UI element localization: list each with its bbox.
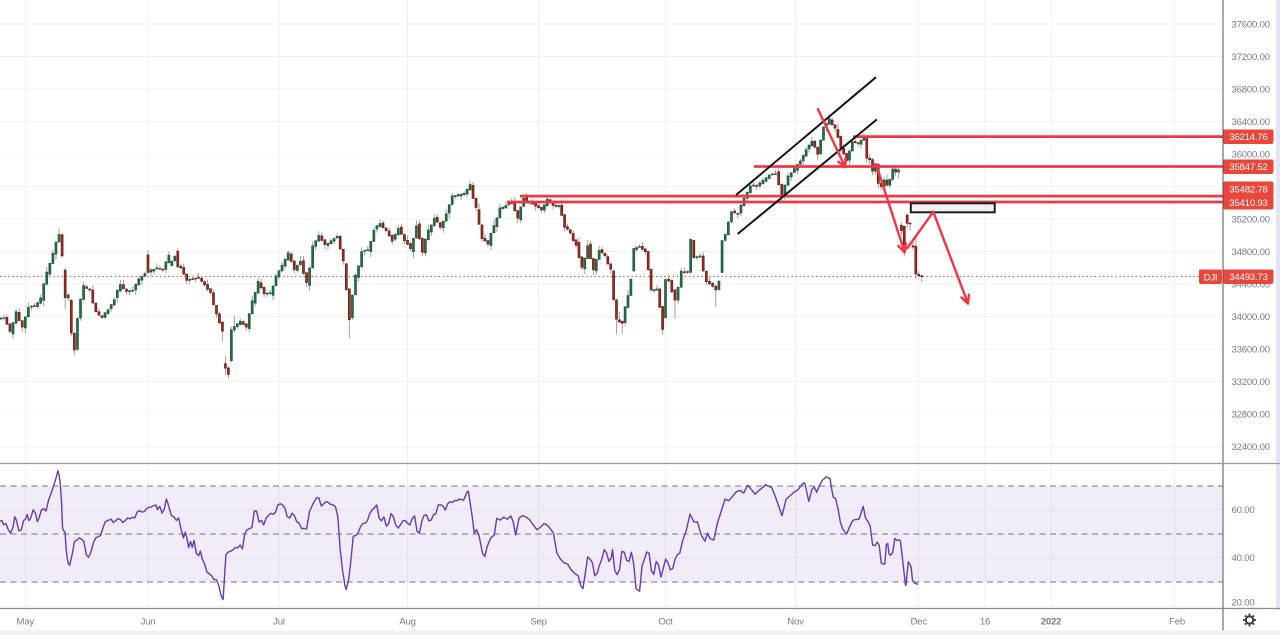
svg-text:37200.00: 37200.00 [1232, 52, 1270, 63]
svg-text:33200.00: 33200.00 [1232, 377, 1270, 388]
svg-text:16: 16 [980, 617, 990, 628]
svg-text:35410.93: 35410.93 [1229, 198, 1267, 209]
svg-text:Jun: Jun [141, 617, 156, 628]
svg-text:32400.00: 32400.00 [1232, 442, 1270, 453]
svg-text:Oct: Oct [658, 617, 673, 628]
svg-text:Feb: Feb [1169, 617, 1185, 628]
svg-text:Aug: Aug [399, 617, 415, 628]
svg-text:Nov: Nov [787, 617, 804, 628]
svg-text:36800.00: 36800.00 [1232, 84, 1270, 95]
svg-text:36400.00: 36400.00 [1232, 117, 1270, 128]
svg-text:34000.00: 34000.00 [1232, 312, 1270, 323]
svg-text:34400.00: 34400.00 [1232, 280, 1270, 291]
svg-text:DJI: DJI [1204, 272, 1218, 283]
svg-text:2022: 2022 [1041, 617, 1062, 628]
svg-text:33600.00: 33600.00 [1232, 345, 1270, 356]
svg-text:34493.73: 34493.73 [1229, 272, 1267, 283]
svg-text:Dec: Dec [910, 617, 927, 628]
svg-text:40.00: 40.00 [1232, 553, 1255, 564]
svg-text:May: May [17, 617, 35, 628]
svg-text:36000.00: 36000.00 [1232, 150, 1270, 161]
svg-text:37600.00: 37600.00 [1232, 19, 1270, 30]
svg-text:36214.76: 36214.76 [1229, 132, 1267, 143]
svg-text:Jul: Jul [273, 617, 285, 628]
svg-text:60.00: 60.00 [1232, 505, 1255, 516]
svg-text:34800.00: 34800.00 [1232, 247, 1270, 258]
svg-text:20.00: 20.00 [1232, 598, 1255, 609]
svg-text:35200.00: 35200.00 [1232, 215, 1270, 226]
svg-text:Sep: Sep [530, 617, 546, 628]
svg-text:32800.00: 32800.00 [1232, 410, 1270, 421]
svg-text:35847.52: 35847.52 [1229, 162, 1267, 173]
svg-text:35482.78: 35482.78 [1229, 184, 1267, 195]
